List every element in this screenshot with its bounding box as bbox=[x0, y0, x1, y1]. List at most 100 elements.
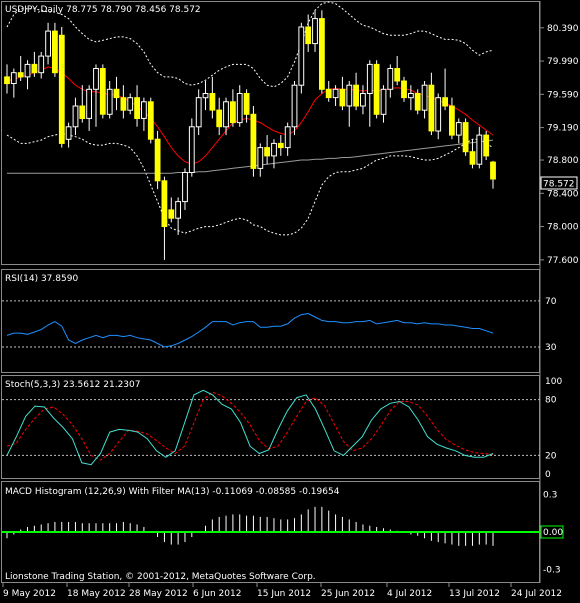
price-tick-label: 78.400 bbox=[547, 189, 579, 199]
stoch-tick-label: 0 bbox=[545, 470, 551, 480]
candle-bull bbox=[202, 93, 209, 99]
bollinger-lower-band bbox=[6, 132, 494, 236]
candle-bull bbox=[127, 97, 134, 111]
candle-bear bbox=[428, 84, 435, 132]
macd-tick-label: 0.3 bbox=[543, 490, 557, 500]
date-tick-label: 6 Jun 2012 bbox=[193, 589, 241, 599]
last-price-label: 78.572 bbox=[543, 180, 575, 190]
candle-bull bbox=[298, 26, 305, 86]
rsi-tick-label: 70 bbox=[545, 297, 557, 307]
candle-bull bbox=[332, 88, 339, 99]
candle-bull bbox=[72, 105, 79, 128]
candle-bull bbox=[65, 126, 72, 140]
date-tick-label: 13 Jul 2012 bbox=[449, 589, 500, 599]
date-tick-label: 25 Jun 2012 bbox=[321, 589, 375, 599]
price-tick-label: 78.800 bbox=[547, 156, 579, 166]
price-panel bbox=[4, 1, 496, 260]
candle-bull bbox=[387, 68, 394, 90]
candle-bull bbox=[284, 126, 291, 149]
bollinger-upper-band bbox=[6, 1, 494, 88]
rsi-panel bbox=[2, 300, 540, 348]
candle-bear bbox=[250, 113, 257, 169]
macd-tick-label: 0.00 bbox=[543, 528, 563, 538]
macd-panel bbox=[2, 506, 540, 546]
candle-bear bbox=[394, 68, 401, 82]
stoch-tick-label: 20 bbox=[545, 451, 557, 461]
candle-bear bbox=[4, 76, 10, 85]
candle-bull bbox=[366, 63, 373, 95]
price-tick-label: 79.990 bbox=[547, 57, 579, 67]
stoch-main-line bbox=[6, 389, 494, 466]
candle-bull bbox=[360, 93, 366, 107]
candle-bull bbox=[346, 84, 353, 107]
candle-bear bbox=[353, 84, 360, 107]
candle-bear bbox=[58, 34, 65, 144]
candle-bull bbox=[312, 18, 318, 45]
price-tick-label: 79.590 bbox=[547, 90, 579, 100]
candle-bear bbox=[134, 97, 140, 119]
axis-labels: 80.390 79.990 79.590 79.190 78.800 78.400 78.0… bbox=[2, 24, 579, 599]
price-tick-label: 78.000 bbox=[547, 223, 579, 233]
rsi-panel-title: RSI(14) 37.8590 bbox=[5, 274, 78, 284]
candle-bull bbox=[38, 55, 45, 74]
candle-bull bbox=[188, 126, 195, 174]
stoch-panel bbox=[2, 389, 540, 466]
candle-bear bbox=[469, 151, 476, 165]
candle-bull bbox=[195, 97, 202, 128]
candle-bull bbox=[141, 101, 147, 119]
macd-tick-label: -0.3 bbox=[543, 566, 561, 576]
candle-bull bbox=[175, 201, 181, 219]
candle-bull bbox=[271, 142, 277, 157]
candle-bull bbox=[257, 147, 264, 169]
candle-bull bbox=[236, 93, 243, 124]
candle-bear bbox=[305, 26, 312, 45]
candle-bear bbox=[52, 30, 58, 74]
candle-bear bbox=[147, 101, 154, 140]
candle-bull bbox=[435, 97, 442, 132]
price-tick-label: 77.600 bbox=[547, 256, 579, 266]
candle-bear bbox=[209, 93, 216, 111]
candle-bear bbox=[325, 88, 332, 99]
candle-bear bbox=[216, 109, 223, 128]
candle-bear bbox=[161, 180, 168, 228]
candle-bull bbox=[10, 72, 17, 84]
date-tick-label: 18 May 2012 bbox=[67, 589, 126, 599]
date-tick-label: 24 Jul 2012 bbox=[511, 589, 562, 599]
candle-bull bbox=[24, 63, 31, 78]
price-panel-title: USDJPY,Daily 78.775 78.790 78.456 78.572 bbox=[5, 5, 201, 15]
date-tick-label: 15 Jun 2012 bbox=[257, 589, 311, 599]
macd-panel-title: MACD Histogram (12,26,9) With Filter MA(… bbox=[5, 487, 340, 497]
candle-bull bbox=[476, 134, 483, 165]
candle-bear bbox=[414, 93, 421, 111]
candle-bull bbox=[93, 68, 99, 90]
candle-bear bbox=[113, 88, 120, 99]
stoch-panel-title: Stoch(5,3,3) 23.5612 21.2307 bbox=[5, 380, 140, 390]
candle-bull bbox=[455, 122, 462, 136]
candle-bear bbox=[99, 68, 106, 115]
candle-bear bbox=[319, 18, 325, 90]
candle-bull bbox=[408, 93, 414, 99]
candle-bear bbox=[79, 105, 86, 119]
candle-bull bbox=[106, 88, 113, 115]
candle-bear bbox=[462, 122, 469, 153]
candle-bull bbox=[223, 101, 229, 128]
date-tick-label: 28 May 2012 bbox=[129, 589, 188, 599]
rsi-line bbox=[6, 312, 494, 348]
candle-bear bbox=[243, 93, 250, 115]
candle-bear bbox=[168, 209, 175, 219]
date-tick-label: 4 Jul 2012 bbox=[387, 589, 432, 599]
candle-bear bbox=[17, 72, 24, 78]
candle-bull bbox=[86, 88, 92, 119]
copyright-text: Lionstone Trading Station, © 2001-2012, … bbox=[5, 572, 316, 582]
rsi-tick-label: 30 bbox=[545, 343, 557, 353]
candle-bear bbox=[449, 105, 455, 136]
candle-bull bbox=[421, 84, 428, 111]
candle-bull bbox=[291, 84, 298, 128]
candle-bear bbox=[401, 80, 407, 99]
last-price-box bbox=[540, 176, 578, 190]
candle-bear bbox=[490, 161, 496, 180]
candle-bear bbox=[230, 101, 236, 124]
candle-bear bbox=[264, 147, 271, 157]
